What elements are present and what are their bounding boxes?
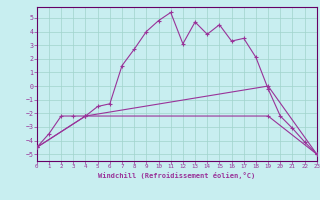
- X-axis label: Windchill (Refroidissement éolien,°C): Windchill (Refroidissement éolien,°C): [98, 172, 255, 179]
